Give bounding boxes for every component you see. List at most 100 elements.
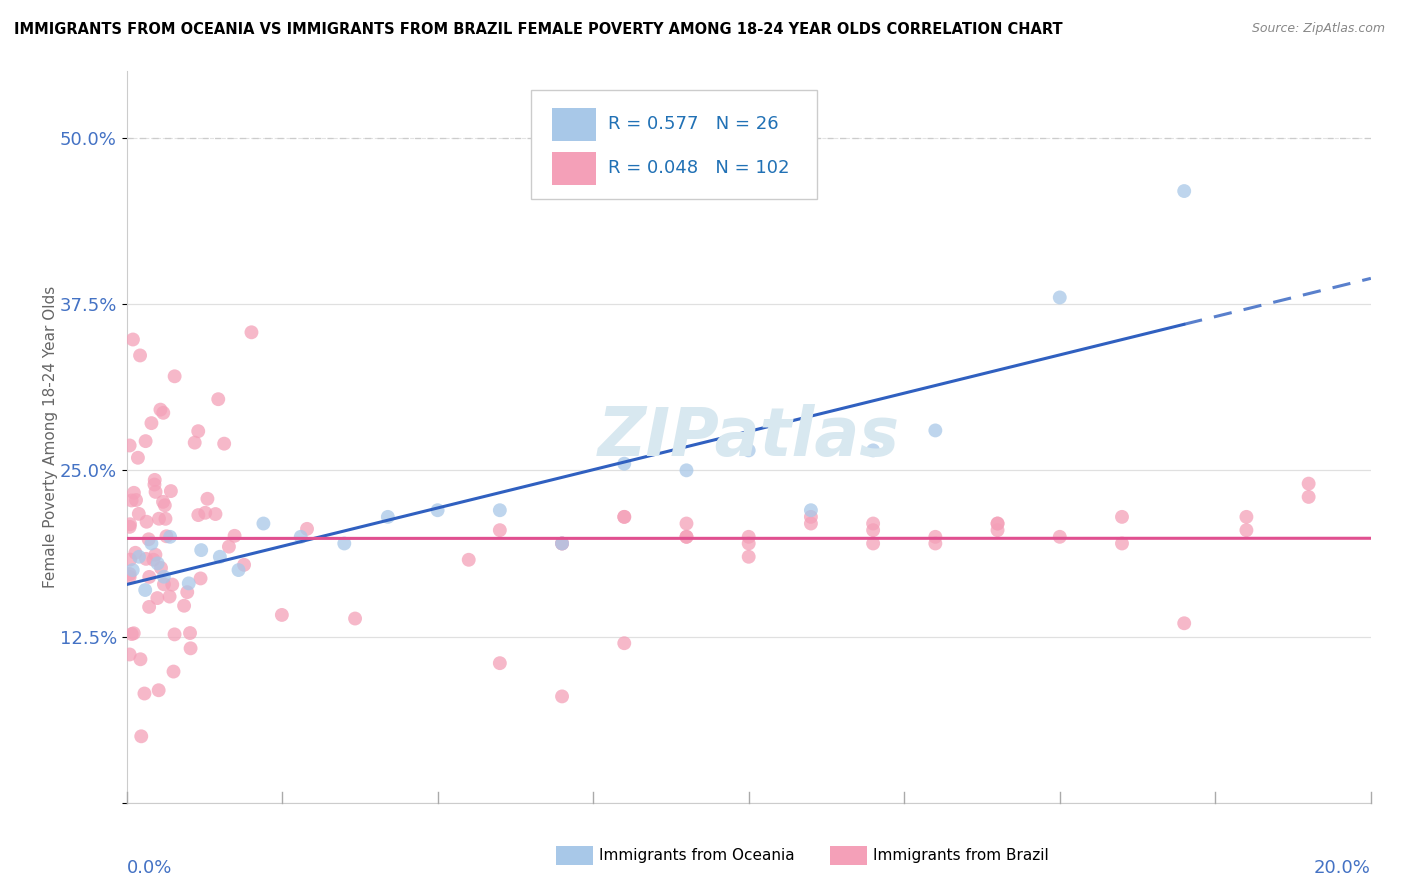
Text: 20.0%: 20.0% bbox=[1315, 859, 1371, 877]
Point bbox=[160, 484, 183, 499]
Point bbox=[924, 536, 946, 550]
Point bbox=[737, 536, 759, 550]
Point bbox=[143, 477, 166, 491]
Point bbox=[187, 424, 209, 438]
Point bbox=[737, 530, 759, 544]
Point bbox=[551, 690, 574, 704]
Point bbox=[924, 530, 946, 544]
Point bbox=[143, 473, 166, 487]
Point bbox=[146, 557, 169, 571]
Point bbox=[122, 626, 145, 640]
Point bbox=[176, 585, 198, 599]
Text: R = 0.577   N = 26: R = 0.577 N = 26 bbox=[607, 115, 779, 133]
Point bbox=[551, 536, 574, 550]
Point bbox=[135, 552, 157, 566]
Point bbox=[675, 463, 697, 477]
Point bbox=[121, 627, 143, 641]
Point bbox=[1049, 290, 1071, 304]
Point bbox=[145, 548, 167, 562]
Point bbox=[613, 509, 636, 524]
Point bbox=[252, 516, 274, 531]
Point bbox=[800, 503, 823, 517]
Point bbox=[118, 438, 141, 452]
Point bbox=[121, 493, 143, 508]
Point bbox=[737, 443, 759, 458]
Point bbox=[987, 523, 1010, 537]
Point bbox=[138, 599, 160, 614]
Point bbox=[613, 636, 636, 650]
Y-axis label: Female Poverty Among 18-24 Year Olds: Female Poverty Among 18-24 Year Olds bbox=[44, 286, 58, 588]
Point bbox=[675, 530, 697, 544]
Point bbox=[800, 516, 823, 531]
Point bbox=[457, 553, 479, 567]
Point bbox=[129, 348, 152, 362]
Point bbox=[862, 523, 884, 537]
Bar bbox=[555, 846, 593, 865]
Point bbox=[142, 552, 165, 566]
Point bbox=[1234, 523, 1257, 537]
Point bbox=[489, 523, 512, 537]
Point bbox=[141, 536, 163, 550]
Point bbox=[228, 563, 250, 577]
Text: IMMIGRANTS FROM OCEANIA VS IMMIGRANTS FROM BRAZIL FEMALE POVERTY AMONG 18-24 YEA: IMMIGRANTS FROM OCEANIA VS IMMIGRANTS FR… bbox=[14, 22, 1063, 37]
Point bbox=[270, 607, 292, 622]
Point bbox=[862, 536, 884, 550]
Point bbox=[118, 570, 141, 584]
Point bbox=[1111, 536, 1133, 550]
Point bbox=[135, 515, 157, 529]
Point bbox=[190, 543, 212, 558]
Point bbox=[194, 506, 217, 520]
Point bbox=[862, 516, 884, 531]
Point bbox=[987, 516, 1010, 531]
Point bbox=[120, 552, 142, 566]
Point bbox=[212, 436, 235, 450]
Point bbox=[122, 485, 145, 500]
Point bbox=[489, 503, 512, 517]
Point bbox=[924, 424, 946, 438]
Point bbox=[163, 369, 186, 384]
Point bbox=[295, 522, 318, 536]
Text: R = 0.048   N = 102: R = 0.048 N = 102 bbox=[607, 159, 790, 177]
Point bbox=[118, 520, 141, 534]
Point bbox=[240, 326, 263, 340]
Point bbox=[551, 536, 574, 550]
Bar bbox=[553, 152, 596, 185]
Point bbox=[737, 549, 759, 564]
Point bbox=[233, 558, 256, 572]
Point bbox=[426, 503, 449, 517]
Point bbox=[118, 566, 141, 581]
Point bbox=[149, 402, 172, 417]
Point bbox=[613, 509, 636, 524]
Point bbox=[163, 627, 186, 641]
Point bbox=[1173, 616, 1195, 631]
Point bbox=[148, 683, 170, 698]
Point bbox=[177, 576, 200, 591]
Point bbox=[153, 570, 176, 584]
Point bbox=[150, 561, 173, 575]
Point bbox=[1298, 476, 1320, 491]
Point bbox=[1049, 530, 1071, 544]
Point bbox=[153, 499, 176, 513]
Point bbox=[190, 571, 212, 585]
Point bbox=[134, 582, 156, 597]
Point bbox=[551, 536, 574, 550]
Point bbox=[118, 517, 141, 532]
Point bbox=[800, 509, 823, 524]
Point bbox=[118, 648, 141, 662]
Point bbox=[128, 549, 150, 564]
Point bbox=[129, 729, 152, 743]
Point bbox=[197, 491, 219, 506]
Point bbox=[138, 533, 160, 547]
FancyBboxPatch shape bbox=[531, 90, 817, 200]
Point bbox=[1111, 509, 1133, 524]
Point bbox=[675, 530, 697, 544]
Point bbox=[152, 406, 174, 420]
Point bbox=[121, 563, 143, 577]
Point bbox=[204, 507, 226, 521]
Point bbox=[162, 665, 184, 679]
Point bbox=[1234, 509, 1257, 524]
Point bbox=[145, 484, 167, 499]
Point bbox=[333, 536, 356, 550]
Point bbox=[1298, 490, 1320, 504]
Text: Immigrants from Oceania: Immigrants from Oceania bbox=[599, 848, 794, 863]
